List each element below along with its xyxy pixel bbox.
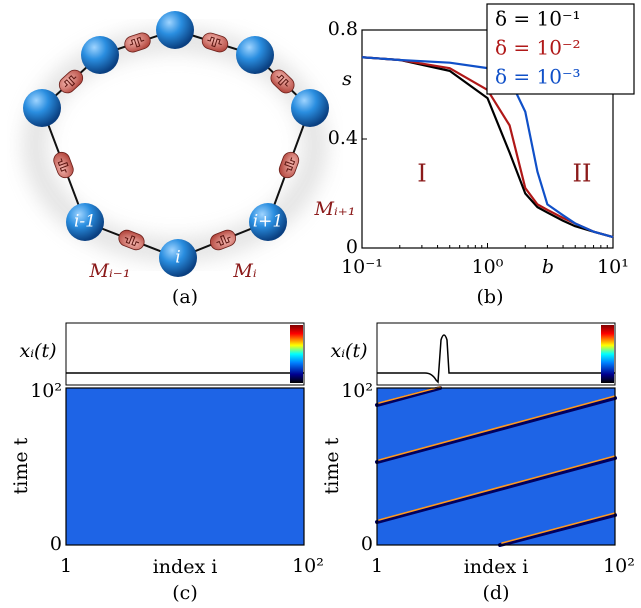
x-axis-label: index i [153, 556, 218, 578]
y-tick-label: 0.4 [328, 127, 358, 149]
memristor [270, 69, 295, 94]
node-label: i [175, 248, 180, 268]
node-ball [159, 239, 197, 277]
memristor [118, 229, 145, 251]
inset-profile [377, 334, 615, 384]
y-axis-label: time t [321, 437, 343, 494]
heatmap-frame [376, 387, 616, 546]
memristor [58, 69, 84, 94]
legend-box [486, 3, 635, 95]
memristor-symbol [216, 234, 231, 246]
x-tick-label: 10⁰ [472, 256, 504, 278]
inset-label: xᵢ(t) [20, 340, 57, 362]
memristor-body [58, 69, 84, 94]
y-tick-label: 10² [341, 380, 373, 402]
memristor-symbol [63, 75, 77, 88]
node-ball [23, 89, 61, 127]
ring-diagram: i-1 i i+1 Mᵢ₋₁ Mᵢ Mᵢ₊₁ (a) [23, 11, 355, 308]
region-label: II [573, 160, 592, 188]
memristor [53, 151, 74, 179]
x-tick-label: 10⁻¹ [341, 256, 383, 278]
link-label: Mᵢ₊₁ [314, 198, 356, 220]
memristor-body [270, 69, 295, 94]
colorbar [601, 325, 614, 383]
y-tick-label: 0 [50, 533, 62, 555]
node-ball [236, 36, 274, 74]
x-tick-label: 1 [371, 555, 383, 577]
panel-label: (a) [172, 286, 198, 308]
y-tick-label: 0 [361, 533, 373, 555]
node-ball [156, 11, 194, 49]
heatmap-frame [65, 387, 305, 546]
node-label: i+1 [253, 212, 284, 232]
node-ball [249, 203, 287, 241]
memristor-symbol [284, 157, 296, 172]
x-axis-label: index i [464, 556, 529, 578]
y-axis-label: s [342, 68, 352, 90]
x-tick-label: 1 [60, 555, 72, 577]
node-ball [81, 36, 119, 74]
pulse-fronts [375, 386, 617, 547]
x-tick-label: 10¹ [597, 256, 629, 278]
x-tick-label: 10² [603, 555, 635, 577]
x-axis-label: b [542, 256, 554, 278]
memristor-body [201, 32, 229, 53]
legend-entry: δ = 10⁻¹ [495, 7, 581, 31]
legend-entry: δ = 10⁻² [495, 36, 581, 60]
node-ball [66, 203, 104, 241]
memristor-body [118, 229, 145, 251]
node-label: i-1 [74, 212, 96, 232]
link-label: Mᵢ₋₁ [89, 260, 131, 282]
memristor [209, 229, 237, 251]
series-line [361, 56, 614, 239]
y-axis-label: time t [10, 437, 32, 494]
x-tick-label: 10² [292, 555, 324, 577]
y-tick-label: 0 [346, 236, 358, 258]
legend-entry: δ = 10⁻³ [495, 65, 581, 89]
memristor-symbol [276, 74, 289, 87]
memristor-symbol [207, 36, 222, 48]
memristor-symbol [129, 36, 145, 48]
inset-label: xᵢ(t) [331, 340, 368, 362]
memristor-body [209, 229, 237, 251]
inset-frame [65, 322, 305, 386]
memristor-body [53, 151, 74, 179]
panel-label: (d) [483, 582, 510, 604]
memristor [201, 32, 229, 53]
memristor-symbol [124, 235, 140, 247]
memristor-body [278, 151, 300, 179]
link-label: Mᵢ [232, 260, 256, 282]
panel-label: (c) [172, 582, 197, 604]
y-tick-label: 10² [30, 380, 62, 402]
colorbar [290, 325, 303, 383]
memristor-symbol [57, 158, 69, 173]
memristor [278, 151, 300, 179]
y-tick-label: 0.8 [328, 18, 358, 40]
nodes [23, 11, 329, 277]
inset-frame [376, 322, 616, 386]
heatmap-field [66, 388, 304, 545]
node-ball [291, 89, 329, 127]
region-label: I [417, 160, 426, 188]
resistors [53, 32, 300, 251]
panel-label: (b) [477, 286, 504, 308]
series-line [361, 56, 614, 239]
